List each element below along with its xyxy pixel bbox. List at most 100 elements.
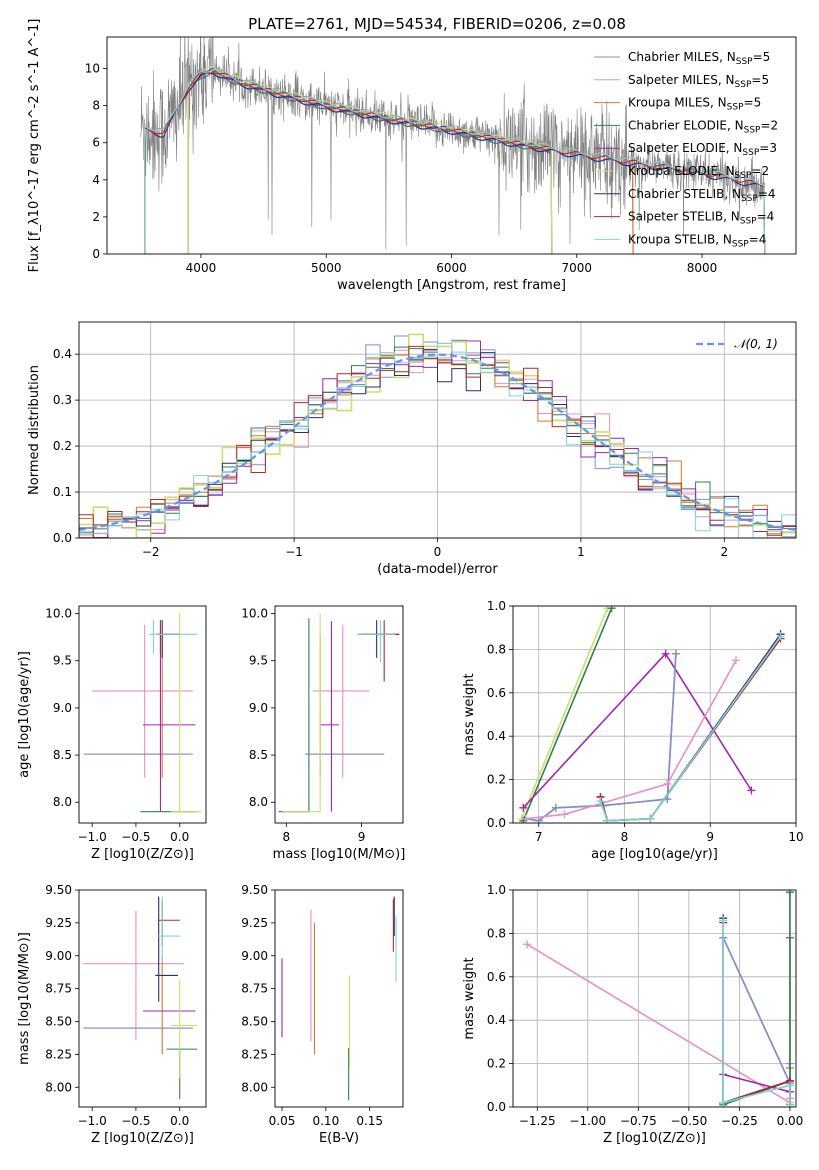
errorbar-salpeter-miles bbox=[312, 624, 370, 778]
axes-box bbox=[512, 889, 797, 1108]
weight-line-kroupa-stelib bbox=[722, 920, 791, 1105]
y-tick-label: 8.0 bbox=[249, 795, 268, 809]
y-tick-label: 0.6 bbox=[487, 970, 506, 984]
plot-area bbox=[281, 896, 397, 1101]
y-tick-label: 9.50 bbox=[241, 883, 268, 897]
x-tick-label: −1.25 bbox=[519, 1114, 556, 1128]
y-tick-label: 8.75 bbox=[45, 982, 72, 996]
weight-marker bbox=[607, 606, 616, 613]
errorbar-salpeter-elodie bbox=[320, 621, 339, 812]
y-tick-label: 9.25 bbox=[45, 916, 72, 930]
panel-mass_vs_ebv: 0.05 0.10 0.15 8.00 8.25 8.50 8.75 9.00 9.25 9.50… bbox=[241, 883, 404, 1146]
errorbar-kroupa-stelib bbox=[357, 620, 396, 663]
x-tick-label: 0.10 bbox=[312, 1114, 339, 1128]
weight-marker bbox=[785, 1081, 794, 1090]
axes-frame: −1.0 −0.5 0.0 8.0 8.5 9.0 9.5 10.0 Z [log10(Z/Z⊙… bbox=[17, 605, 207, 862]
plot-area bbox=[79, 333, 796, 538]
y-tick-label: 8.50 bbox=[241, 1015, 268, 1029]
x-tick-label: −0.5 bbox=[121, 1114, 150, 1128]
weight-marker bbox=[785, 890, 794, 897]
y-tick-label: 6 bbox=[92, 136, 100, 150]
errorbar-salpeter-stelib bbox=[156, 620, 178, 654]
y-tick-label: 2 bbox=[92, 210, 100, 224]
errorbar-salpeter-stelib bbox=[157, 900, 180, 947]
y-tick-label: 0.6 bbox=[487, 686, 506, 700]
x-tick-label: 0.0 bbox=[170, 1114, 189, 1128]
weight-marker bbox=[719, 916, 728, 925]
y-tick-label: 9.5 bbox=[249, 654, 268, 668]
errorbar-chabrier-stelib bbox=[157, 620, 180, 658]
y-tick-label: 0.2 bbox=[487, 1057, 506, 1071]
y-tick-label: 0.3 bbox=[53, 393, 72, 407]
axes-frame: −1.0 −0.5 0.0 8.00 8.25 8.50 8.75 9.00 9.25 9.50 Z… bbox=[17, 883, 207, 1146]
y-tick-label: 1.0 bbox=[487, 599, 506, 613]
y-tick-label: 9.25 bbox=[241, 916, 268, 930]
x-axis-label: Z [log10(Z/Z⊙)] bbox=[603, 1131, 706, 1146]
y-tick-label: 0.2 bbox=[53, 439, 72, 453]
panel-spectrum: 4000 5000 6000 7000 8000 0 2 4 6 8 10 wavelength [A… bbox=[27, 19, 797, 293]
x-axis-label: age [log10(age/yr)] bbox=[591, 847, 718, 862]
x-tick-label: 1 bbox=[577, 545, 585, 559]
x-tick-label: 2 bbox=[720, 545, 728, 559]
weight-marker bbox=[646, 814, 655, 823]
y-tick-label: 8.50 bbox=[45, 1015, 72, 1029]
weight-marker bbox=[663, 779, 672, 788]
y-tick-label: 0.1 bbox=[53, 485, 72, 499]
legend-label: Salpeter STELIB, NSSP=4 bbox=[628, 210, 774, 227]
y-tick-label: 4 bbox=[92, 173, 100, 187]
x-tick-label: −1.0 bbox=[78, 1114, 107, 1128]
x-axis-label: (data-model)/error bbox=[377, 562, 498, 577]
panel-mass_vs_Z: −1.0 −0.5 0.0 8.00 8.25 8.50 8.75 9.00 9.25 9.50 Z… bbox=[17, 883, 207, 1146]
legend-label: Salpeter ELODIE, NSSP=3 bbox=[628, 141, 777, 158]
x-tick-label: −1.00 bbox=[569, 1114, 606, 1128]
y-tick-label: 0.4 bbox=[53, 347, 72, 361]
axes-box bbox=[78, 605, 207, 824]
x-tick-label: 6000 bbox=[436, 261, 467, 275]
spectrum-legend: Chabrier MILES, NSSP=5 Salpeter MILES, NS… bbox=[594, 50, 778, 249]
panel-age_vs_Z: −1.0 −0.5 0.0 8.0 8.5 9.0 9.5 10.0 Z [log10(Z/Z⊙… bbox=[17, 605, 207, 862]
x-tick-label: 7000 bbox=[561, 261, 592, 275]
weight-line-salpeter-miles bbox=[525, 659, 737, 820]
y-axis-label: age [log10(age/yr)] bbox=[17, 651, 32, 778]
y-tick-label: 8.5 bbox=[249, 748, 268, 762]
x-tick-label: 9 bbox=[706, 830, 714, 844]
errorbar-kroupa-stelib bbox=[157, 896, 180, 963]
legend-label: Kroupa ELODIE, NSSP=2 bbox=[628, 164, 769, 181]
model-line-chabrier-stelib bbox=[144, 72, 766, 254]
axes-box bbox=[512, 605, 797, 824]
axes-frame: 0.05 0.10 0.15 8.00 8.25 8.50 8.75 9.00 9.25 9.50… bbox=[241, 883, 404, 1146]
weight-marker bbox=[603, 816, 612, 823]
x-tick-label: 0 bbox=[434, 545, 442, 559]
axes-frame: 8 9 8.0 8.5 9.0 9.5 10.0 mass [log10(M/M⊙)] bbox=[241, 605, 405, 862]
panel-age_vs_mass: 8 9 8.0 8.5 9.0 9.5 10.0 mass [log10(M/M⊙)] bbox=[241, 605, 405, 862]
x-tick-label: 7 bbox=[535, 830, 543, 844]
model-line-salpeter-stelib bbox=[144, 71, 766, 254]
x-tick-label: 5000 bbox=[311, 261, 342, 275]
x-tick-label: 4000 bbox=[186, 261, 217, 275]
plot-area bbox=[523, 890, 794, 1107]
legend-label: Chabrier ELODIE, NSSP=2 bbox=[628, 118, 778, 135]
axes-frame: −1.25 −1.00 −0.75 −0.50 −0.25 0.00 0.0 0.2 0.4 0.… bbox=[462, 883, 803, 1146]
x-tick-label: 0.00 bbox=[777, 1114, 804, 1128]
y-tick-label: 0.2 bbox=[487, 773, 506, 787]
weight-line-salpeter-stelib bbox=[599, 638, 782, 822]
y-tick-label: 8.00 bbox=[241, 1080, 268, 1094]
weight-marker bbox=[596, 797, 605, 806]
errorbar-kroupa-miles bbox=[83, 955, 193, 1055]
errorbar-chabrier-elodie bbox=[166, 1048, 198, 1100]
x-tick-label: 9 bbox=[358, 830, 366, 844]
errorbar-kroupa-elodie bbox=[170, 979, 198, 1079]
legend-label: Chabrier STELIB, NSSP=4 bbox=[628, 187, 776, 204]
x-tick-label: −1.0 bbox=[78, 830, 107, 844]
normal-curve bbox=[79, 353, 796, 531]
y-tick-label: 0.0 bbox=[487, 816, 506, 830]
legend-label: Kroupa MILES, NSSP=5 bbox=[628, 96, 761, 113]
model-line-kroupa-stelib bbox=[144, 68, 766, 254]
axes-frame: 7 8 9 10 0.0 0.2 0.4 0.6 0.8 1.0 age [log10(age/yr… bbox=[462, 599, 804, 862]
weight-line-kroupa-elodie bbox=[520, 607, 609, 820]
plot-area bbox=[83, 896, 198, 1100]
axes-box bbox=[274, 889, 404, 1108]
y-tick-label: 10.0 bbox=[45, 607, 72, 621]
y-tick-label: 9.5 bbox=[53, 654, 72, 668]
y-tick-label: 9.00 bbox=[45, 949, 72, 963]
